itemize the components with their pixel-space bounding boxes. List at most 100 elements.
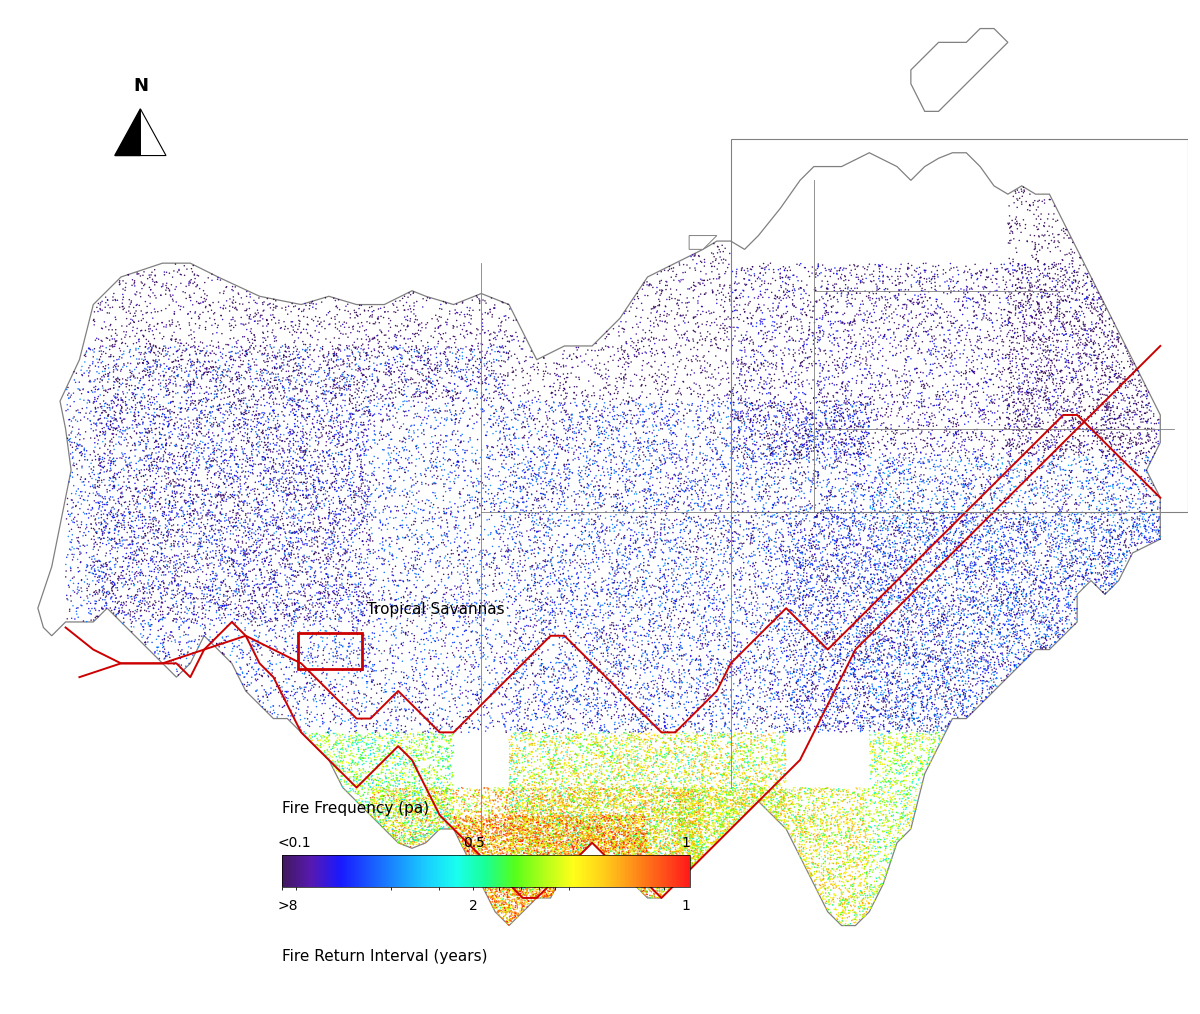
Point xyxy=(768,691,787,707)
Point xyxy=(150,577,169,593)
Point xyxy=(443,777,462,793)
Point xyxy=(500,706,520,722)
Point xyxy=(136,511,155,527)
Point xyxy=(366,378,385,394)
Point xyxy=(894,733,913,749)
Point xyxy=(132,542,151,559)
Point xyxy=(563,520,582,536)
Point xyxy=(205,480,224,496)
Point xyxy=(752,738,772,754)
Point xyxy=(558,432,577,448)
Point xyxy=(552,603,571,620)
Point xyxy=(871,679,890,696)
Point xyxy=(547,765,566,781)
Point xyxy=(838,882,857,898)
Point xyxy=(223,641,242,657)
Point xyxy=(546,835,565,851)
Point xyxy=(701,529,720,546)
Point xyxy=(946,565,965,581)
Point xyxy=(568,677,587,694)
Point xyxy=(726,404,745,420)
Point xyxy=(400,443,419,459)
Point xyxy=(1130,504,1150,520)
Point xyxy=(784,628,803,644)
Point xyxy=(702,706,721,722)
Point xyxy=(536,524,556,540)
Point xyxy=(547,821,566,838)
Point xyxy=(833,896,852,913)
Point xyxy=(770,729,790,745)
Point xyxy=(426,726,445,742)
Point xyxy=(743,624,762,640)
Point xyxy=(654,757,673,774)
Point xyxy=(185,462,204,479)
Point xyxy=(96,556,115,572)
Point xyxy=(364,315,383,332)
Point xyxy=(662,803,682,819)
Point xyxy=(410,824,430,841)
Point xyxy=(605,857,624,873)
Point xyxy=(623,847,642,863)
Point xyxy=(587,809,606,825)
Point xyxy=(1013,604,1032,621)
Point xyxy=(683,246,702,263)
Point xyxy=(533,826,552,843)
Point xyxy=(1148,436,1168,452)
Point xyxy=(808,633,827,649)
Point xyxy=(560,788,580,804)
Point xyxy=(353,483,372,499)
Point xyxy=(301,377,320,393)
Point xyxy=(749,730,768,746)
Point xyxy=(320,736,340,752)
Point xyxy=(847,644,866,660)
Point xyxy=(895,519,914,535)
Point xyxy=(170,609,190,626)
Point xyxy=(630,680,649,697)
Point xyxy=(215,297,234,313)
Point xyxy=(865,834,884,850)
Point xyxy=(1097,358,1116,374)
Point xyxy=(841,413,860,429)
Point xyxy=(836,436,856,452)
Point xyxy=(443,795,462,811)
Point xyxy=(64,499,83,515)
Point xyxy=(482,832,502,849)
Point xyxy=(702,757,721,774)
Point xyxy=(875,852,894,868)
Point xyxy=(296,430,316,446)
Point xyxy=(437,538,456,555)
Point xyxy=(898,786,917,802)
Point xyxy=(817,888,836,904)
Point xyxy=(752,507,772,523)
Point xyxy=(89,332,108,348)
Point xyxy=(206,542,226,559)
Point xyxy=(874,738,893,754)
Point xyxy=(562,689,581,705)
Point xyxy=(895,415,914,431)
Point xyxy=(810,534,829,551)
Point xyxy=(150,409,169,425)
Point xyxy=(1045,320,1064,337)
Point xyxy=(570,828,589,845)
Point xyxy=(822,699,841,715)
Point xyxy=(1081,340,1100,356)
Point xyxy=(1092,442,1111,458)
Point xyxy=(1007,549,1026,565)
Point xyxy=(616,549,635,565)
Point xyxy=(641,592,660,608)
Point xyxy=(258,693,277,709)
Point xyxy=(246,603,265,620)
Point xyxy=(516,850,535,866)
Point xyxy=(971,469,990,486)
Point xyxy=(480,301,499,317)
Point xyxy=(833,375,852,391)
Point xyxy=(443,713,462,729)
Point xyxy=(637,660,656,676)
Point xyxy=(679,804,698,820)
Point xyxy=(346,785,365,801)
Point xyxy=(988,590,1007,606)
Point xyxy=(443,508,462,524)
Point xyxy=(514,871,533,887)
Point xyxy=(912,641,931,657)
Point xyxy=(1019,385,1038,402)
